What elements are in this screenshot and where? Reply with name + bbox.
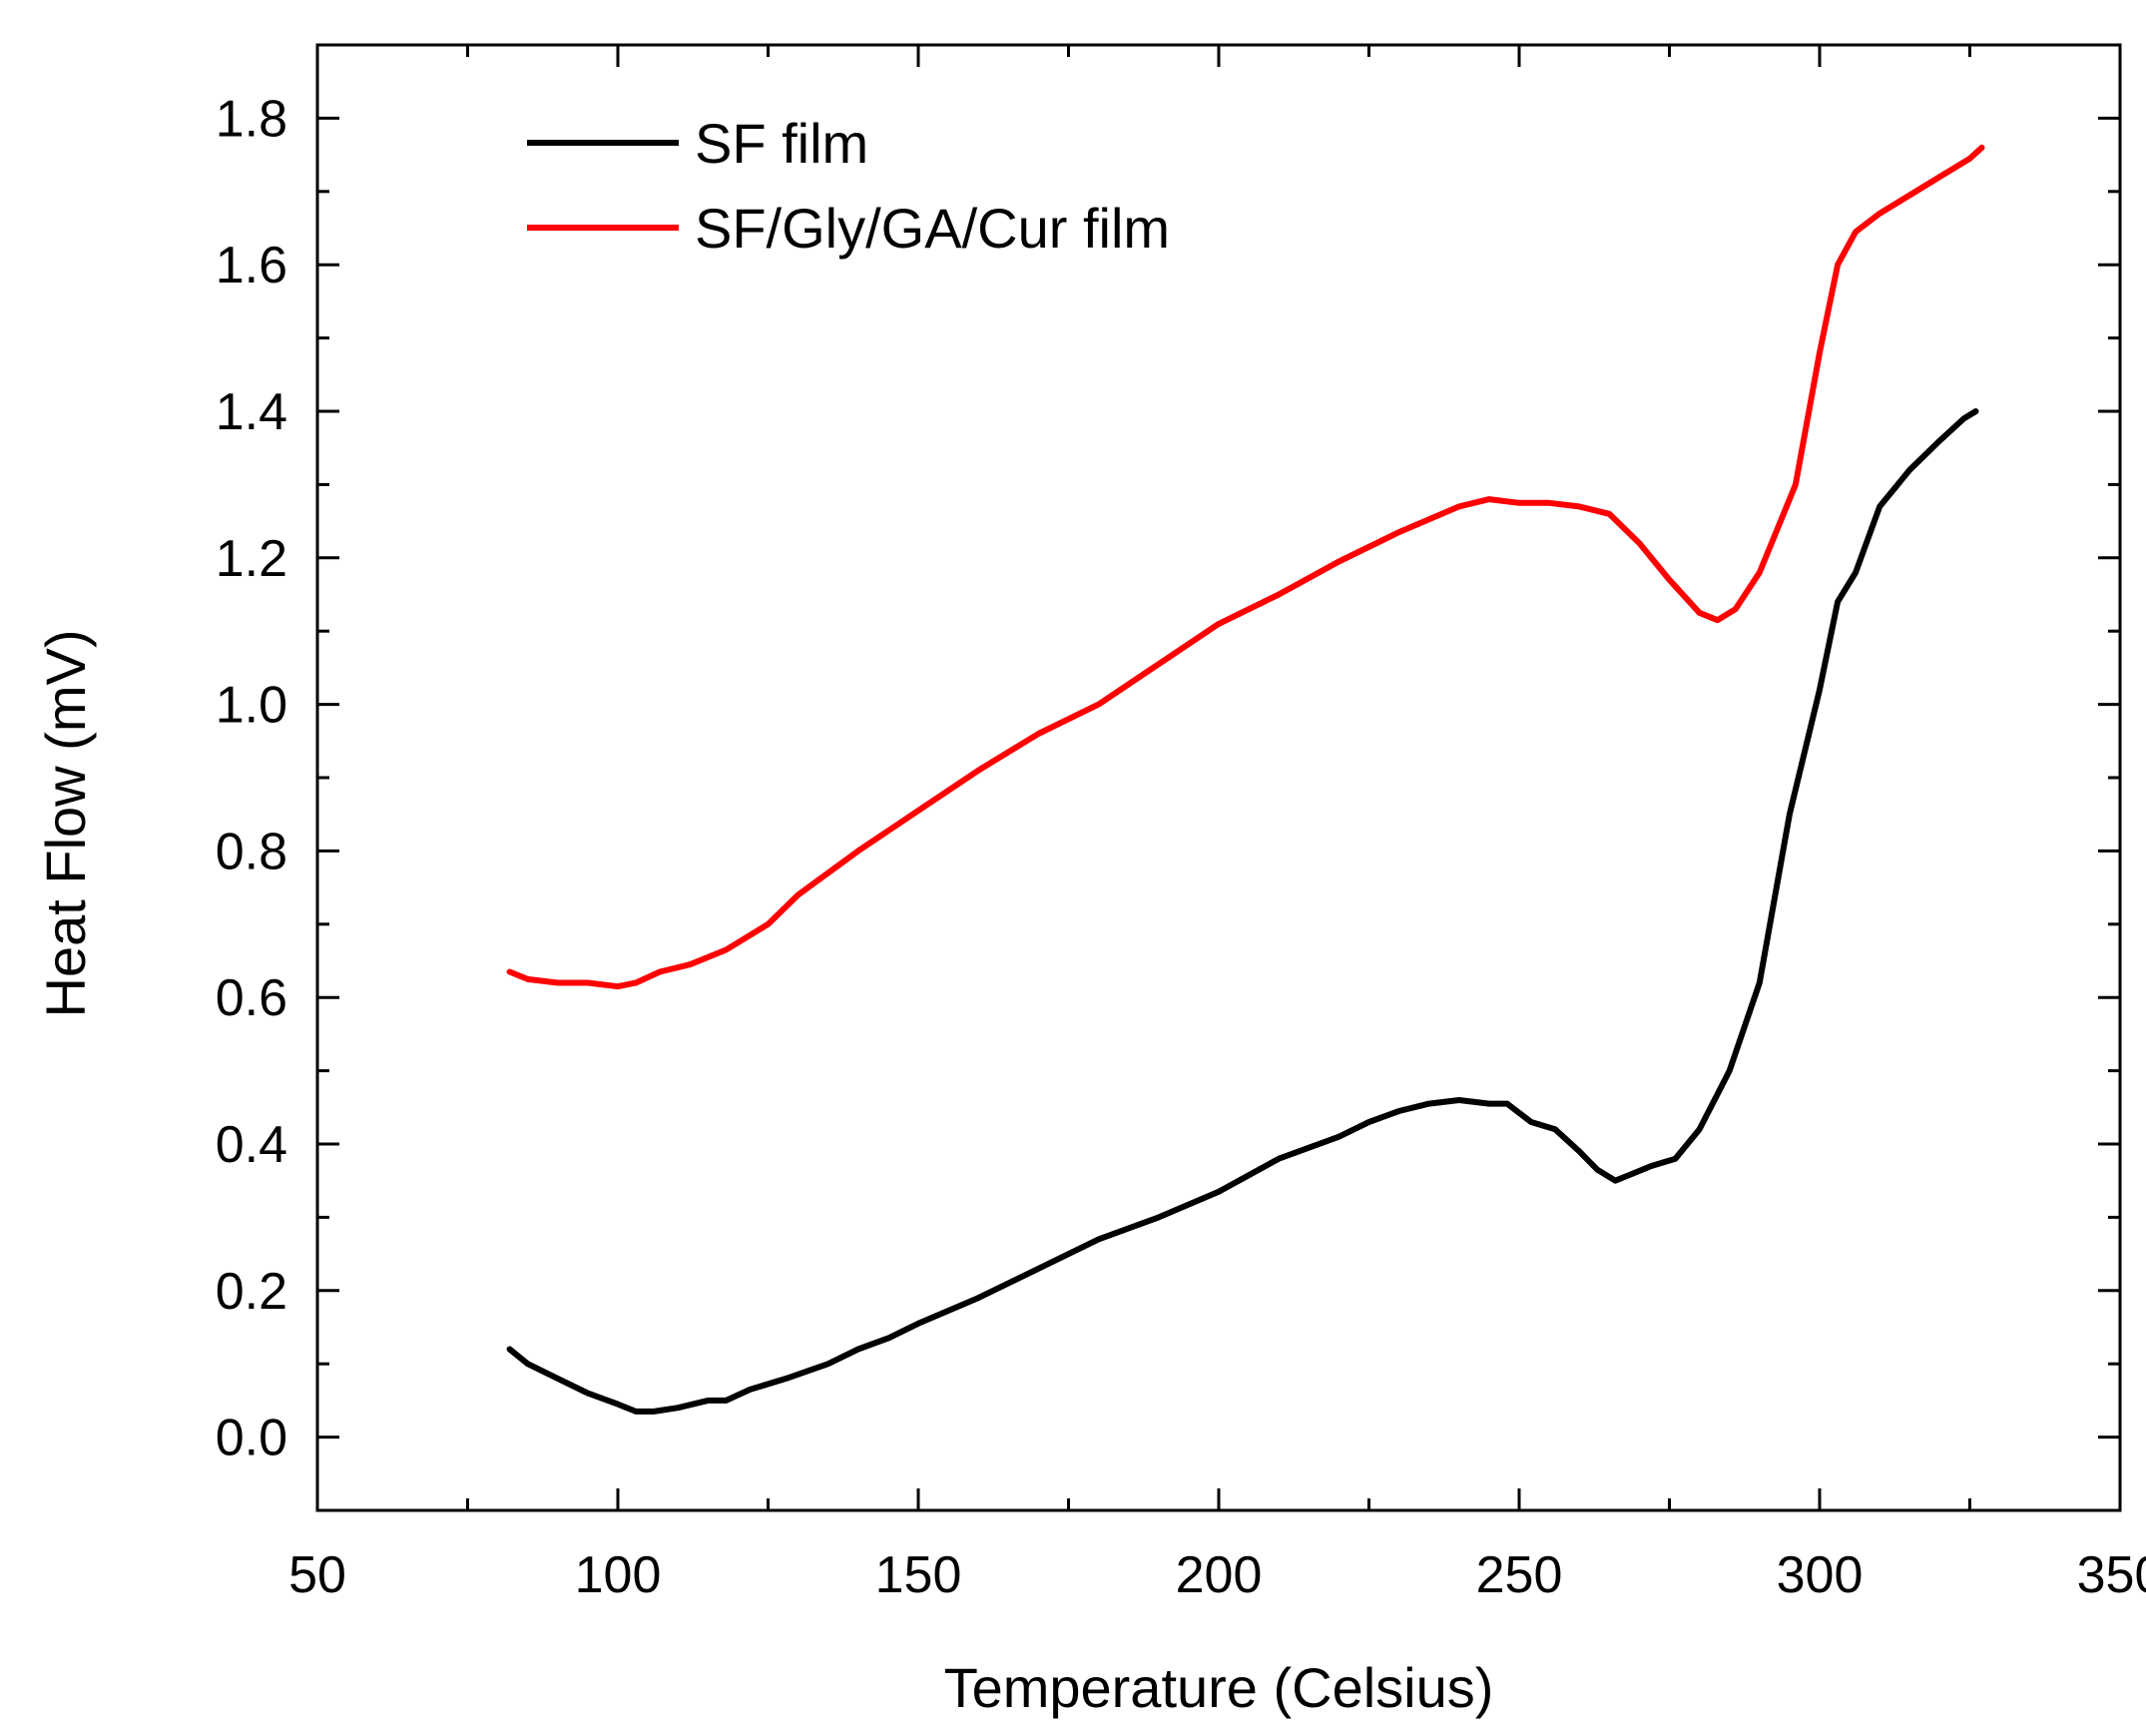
x-axis-title: Temperature (Celsius) (944, 1656, 1494, 1719)
y-tick-label: 1.8 (216, 90, 287, 148)
y-tick-label: 1.2 (216, 530, 287, 588)
x-tick-label: 350 (2077, 1546, 2146, 1604)
legend: SF film SF/Gly/GA/Cur film (527, 112, 1170, 260)
y-axis-title: Heat Flow (mV) (34, 630, 97, 1018)
series-layer (506, 144, 1985, 1415)
y-tick-label: 0.6 (216, 969, 287, 1027)
x-tick-label: 50 (288, 1546, 346, 1604)
series-line-sf-gly-ga-cur-film (506, 144, 1985, 990)
series-line-sf-film (506, 408, 1979, 1415)
y-tick-label: 0.4 (216, 1116, 287, 1174)
y-tick-label: 1.4 (216, 383, 287, 441)
plot-frame (315, 43, 2122, 1512)
legend-label-sf-gly-ga-cur-film: SF/Gly/GA/Cur film (695, 197, 1170, 260)
x-tick-label: 250 (1476, 1546, 1563, 1604)
y-tick-label: 0.0 (216, 1410, 287, 1467)
y-tick-label: 0.8 (216, 823, 287, 880)
y-tick-label: 1.6 (216, 237, 287, 294)
x-tick-label: 300 (1777, 1546, 1864, 1604)
x-tick-label: 100 (575, 1546, 662, 1604)
x-tick-label: 200 (1176, 1546, 1263, 1604)
legend-label-sf-film: SF film (695, 112, 868, 175)
ticks-layer: 50 100 150 200 250 300 350 0.0 0.2 0.4 0.6 0.8 1.0 1.… (216, 45, 2146, 1604)
y-tick-label: 1.0 (216, 677, 287, 735)
x-tick-label: 150 (875, 1546, 962, 1604)
y-tick-label: 0.2 (216, 1263, 287, 1321)
